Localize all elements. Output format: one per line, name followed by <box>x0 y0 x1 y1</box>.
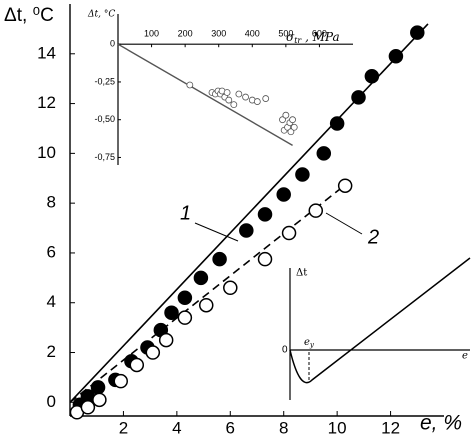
data-point <box>239 223 254 238</box>
fit-line <box>69 180 351 403</box>
y-tick-label: 0 <box>110 39 115 49</box>
y-tick-label: 14 <box>37 43 56 62</box>
schematic-inset: Δt 0 ey e <box>282 257 471 400</box>
x-tick-label: 100 <box>144 29 159 39</box>
x-tick-label: 500 <box>278 29 293 39</box>
x-tick-label: 6 <box>226 418 235 436</box>
y-tick-label: 6 <box>47 242 56 261</box>
data-point <box>308 203 324 218</box>
fit-line <box>69 23 429 403</box>
data-point <box>212 251 227 267</box>
data-point <box>287 128 295 136</box>
data-point <box>193 270 209 286</box>
y-tick-label: 4 <box>47 292 56 311</box>
schematic-x-label: e <box>462 351 468 362</box>
data-point <box>282 111 290 119</box>
data-point <box>257 207 273 222</box>
data-point <box>186 81 194 89</box>
data-point <box>164 305 179 320</box>
data-point <box>177 290 193 306</box>
data-point <box>177 310 193 325</box>
y-tick-label: 2 <box>47 342 56 361</box>
schematic-origin: 0 <box>282 345 288 356</box>
x-tick-label: 600 <box>312 29 327 39</box>
schematic-y-label: Δt <box>296 268 307 279</box>
leader-line <box>325 212 363 235</box>
x-tick-label: 10 <box>328 418 347 436</box>
data-point <box>92 392 107 408</box>
data-point <box>242 93 249 101</box>
data-point <box>337 178 353 193</box>
inset-y-label: Δt, °C <box>87 10 115 20</box>
data-point <box>230 101 238 108</box>
data-point <box>257 251 273 267</box>
leader-line <box>194 222 239 242</box>
data-point <box>276 187 291 202</box>
data-point <box>281 225 297 241</box>
x-tick-label: 400 <box>245 29 260 39</box>
schematic-yield-label: ey <box>304 337 315 350</box>
curve-label: 2 <box>367 226 379 248</box>
data-point <box>290 123 298 131</box>
data-point <box>289 116 296 124</box>
y-tick-label: -0,75 <box>94 152 115 162</box>
data-point <box>253 98 261 105</box>
inset-x-label: σtr , MPa <box>286 30 340 46</box>
data-point <box>316 146 332 161</box>
y-tick-label: -0,50 <box>94 114 115 124</box>
y-axis-label: Δt, ⁰C <box>4 5 54 26</box>
data-point <box>158 332 174 348</box>
x-tick-label: 2 <box>119 418 128 436</box>
data-point <box>295 167 310 182</box>
y-tick-label: 10 <box>37 143 56 162</box>
data-point <box>364 68 380 84</box>
y-tick-label: 8 <box>47 193 56 212</box>
data-point <box>223 89 231 96</box>
data-point <box>279 116 286 124</box>
data-point <box>129 357 145 373</box>
data-point <box>145 345 161 360</box>
x-tick-label: 12 <box>381 418 400 436</box>
data-point <box>80 400 96 415</box>
fit-line <box>117 43 293 146</box>
data-point <box>262 95 270 102</box>
x-axis-label: e, % <box>420 412 462 435</box>
y-tick-label: -0,25 <box>94 76 115 86</box>
data-point <box>223 280 238 296</box>
data-point <box>198 297 214 313</box>
schematic-curve <box>289 257 471 384</box>
data-point <box>410 25 425 40</box>
data-point <box>329 116 345 131</box>
x-tick-label: 4 <box>172 418 181 436</box>
y-tick-label: 12 <box>37 93 56 112</box>
y-tick-label: 0 <box>47 392 56 411</box>
data-point <box>225 96 233 104</box>
data-point <box>235 90 243 98</box>
x-tick-label: 8 <box>279 418 288 436</box>
data-point <box>388 49 404 64</box>
curve-label: 1 <box>180 202 191 224</box>
data-point <box>113 373 129 389</box>
x-tick-label: 300 <box>211 29 226 39</box>
x-tick-label: 200 <box>178 29 193 39</box>
data-point <box>351 90 366 105</box>
